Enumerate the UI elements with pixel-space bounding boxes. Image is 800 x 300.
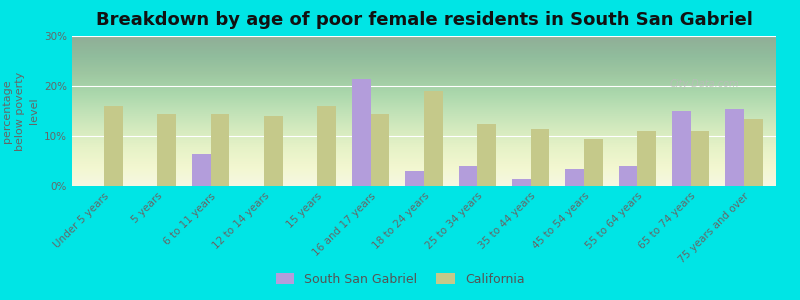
- Bar: [512, 178, 530, 186]
- Bar: [458, 166, 478, 186]
- Bar: [584, 139, 602, 186]
- Bar: [618, 166, 638, 186]
- Bar: [158, 113, 176, 186]
- Bar: [264, 116, 282, 186]
- Bar: [690, 131, 710, 186]
- Bar: [530, 128, 550, 186]
- Bar: [744, 118, 762, 186]
- Text: City-Data.com: City-Data.com: [669, 79, 739, 89]
- Bar: [352, 79, 370, 186]
- Bar: [192, 154, 210, 186]
- Bar: [726, 109, 744, 186]
- Bar: [424, 91, 442, 186]
- Bar: [406, 171, 424, 186]
- Bar: [370, 113, 390, 186]
- Bar: [566, 169, 584, 186]
- Y-axis label: percentage
below poverty
level: percentage below poverty level: [2, 71, 38, 151]
- Bar: [638, 131, 656, 186]
- Bar: [104, 106, 122, 186]
- Bar: [478, 124, 496, 186]
- Bar: [672, 111, 690, 186]
- Legend: South San Gabriel, California: South San Gabriel, California: [270, 268, 530, 291]
- Bar: [210, 113, 230, 186]
- Bar: [318, 106, 336, 186]
- Title: Breakdown by age of poor female residents in South San Gabriel: Breakdown by age of poor female resident…: [95, 11, 753, 29]
